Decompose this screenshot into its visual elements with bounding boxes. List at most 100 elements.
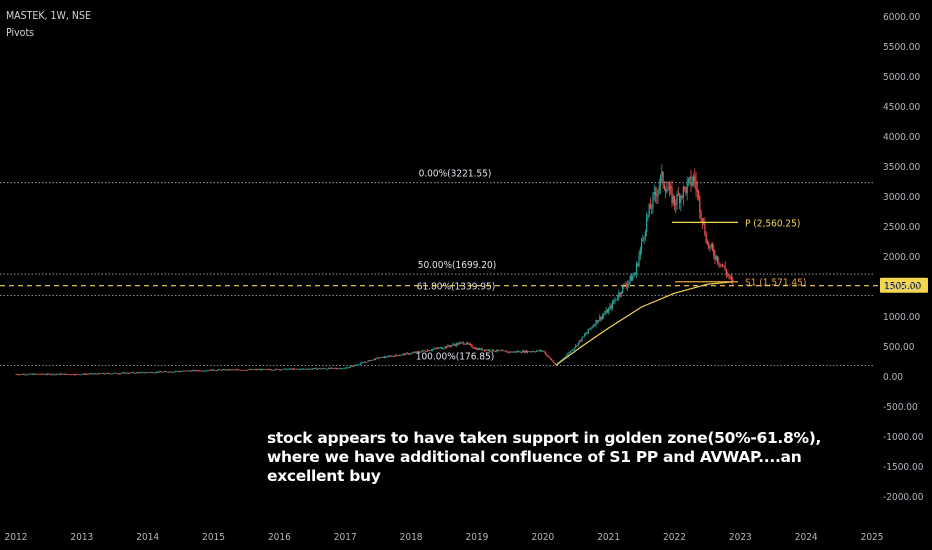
candle-body bbox=[519, 351, 521, 353]
candle-body bbox=[681, 196, 683, 198]
candle-body bbox=[405, 353, 407, 355]
candle-body bbox=[496, 349, 498, 352]
candle-body bbox=[129, 372, 131, 374]
candle-body bbox=[314, 368, 316, 369]
candle-body bbox=[383, 356, 386, 358]
candle-body bbox=[88, 373, 91, 375]
candle-body bbox=[615, 299, 617, 301]
candle-body bbox=[237, 369, 239, 371]
indicator-label[interactable]: Pivots bbox=[6, 27, 35, 39]
candle-body bbox=[85, 374, 87, 375]
candle-body bbox=[97, 373, 99, 375]
candle-body bbox=[421, 350, 424, 352]
candle-body bbox=[722, 264, 724, 267]
candle-body bbox=[92, 373, 94, 375]
candle-body bbox=[634, 273, 636, 276]
candle-body bbox=[181, 371, 183, 372]
candle-body bbox=[581, 337, 583, 341]
candle-body bbox=[687, 178, 690, 183]
candle-body bbox=[183, 370, 186, 372]
candle-body bbox=[164, 371, 167, 373]
candle-body bbox=[728, 274, 730, 277]
candle-body bbox=[590, 327, 592, 329]
candle-body bbox=[231, 369, 234, 371]
candle-body bbox=[59, 373, 61, 375]
candle-body bbox=[437, 348, 439, 350]
candle-body bbox=[456, 343, 458, 346]
candle-body bbox=[363, 362, 365, 364]
candle-body bbox=[506, 351, 508, 353]
candle-body bbox=[350, 365, 353, 367]
candle-body bbox=[473, 347, 476, 349]
current-price-line: 1505.00 bbox=[0, 277, 928, 293]
candle-body bbox=[685, 187, 687, 193]
candle-body bbox=[372, 359, 374, 361]
candle-body bbox=[147, 372, 149, 374]
candle-body bbox=[586, 332, 588, 334]
candle-body bbox=[463, 343, 465, 345]
candle-body bbox=[452, 344, 454, 346]
candle-body bbox=[244, 369, 246, 371]
candle-body bbox=[45, 374, 47, 376]
candle-body bbox=[120, 373, 122, 374]
candle-body bbox=[667, 189, 669, 191]
candle-body bbox=[553, 361, 555, 364]
candle-body bbox=[230, 369, 232, 371]
candle-body bbox=[630, 276, 633, 281]
candle-body bbox=[364, 361, 367, 363]
candle-body bbox=[563, 357, 565, 359]
candle-body bbox=[283, 368, 286, 370]
candle-body bbox=[133, 372, 135, 374]
candle-body bbox=[713, 249, 715, 256]
candle-body bbox=[661, 172, 663, 176]
candle-body bbox=[549, 357, 551, 359]
candle-body bbox=[388, 355, 391, 357]
candle-body bbox=[629, 276, 631, 282]
candle-body bbox=[256, 369, 258, 371]
candle-body bbox=[532, 351, 534, 353]
candle-body bbox=[343, 368, 345, 369]
candle-body bbox=[328, 367, 330, 370]
candle-body bbox=[96, 373, 98, 375]
candle-body bbox=[47, 373, 49, 375]
candle-body bbox=[159, 371, 161, 373]
candle-body bbox=[625, 285, 627, 287]
y-axis[interactable]: 6000.00 5500.00 5000.00 4500.00 4000.00 3500.… bbox=[883, 12, 924, 503]
candle-body bbox=[537, 350, 539, 352]
candle-body bbox=[690, 176, 692, 186]
x-tick-label: 2023 bbox=[729, 532, 752, 543]
candle-body bbox=[102, 373, 104, 374]
candle-body bbox=[254, 369, 256, 371]
candle-body bbox=[116, 373, 118, 375]
candle-body bbox=[201, 370, 203, 372]
candle-body bbox=[39, 374, 41, 376]
candle-body bbox=[675, 204, 677, 206]
candle-body bbox=[597, 320, 600, 323]
candle-body bbox=[280, 369, 282, 371]
candle-body bbox=[19, 374, 21, 376]
candle-body bbox=[41, 373, 44, 375]
candle-body bbox=[152, 372, 154, 373]
candle-body bbox=[128, 373, 130, 375]
candle-body bbox=[173, 371, 175, 373]
candle-body bbox=[331, 367, 334, 369]
x-axis[interactable]: 2012 2013 2014 2015 2016 2017 2018 2019 2020 2021… bbox=[5, 532, 884, 543]
candle-body bbox=[247, 369, 249, 371]
candle-body bbox=[82, 373, 84, 375]
candle-body bbox=[233, 369, 235, 371]
y-tick-label: 1000.00 bbox=[883, 312, 920, 323]
candle-body bbox=[392, 355, 394, 357]
candle-body bbox=[349, 366, 351, 368]
candle-body bbox=[28, 373, 30, 375]
candle-body bbox=[575, 345, 577, 348]
candle-body bbox=[601, 315, 603, 320]
candle-body bbox=[458, 342, 460, 345]
candle-body bbox=[495, 351, 497, 352]
candle-body bbox=[676, 194, 678, 205]
candle-body bbox=[391, 355, 393, 357]
candle-body bbox=[264, 369, 267, 370]
x-tick-label: 2013 bbox=[70, 532, 93, 543]
candle-body bbox=[438, 347, 440, 349]
candle-body bbox=[367, 360, 369, 363]
